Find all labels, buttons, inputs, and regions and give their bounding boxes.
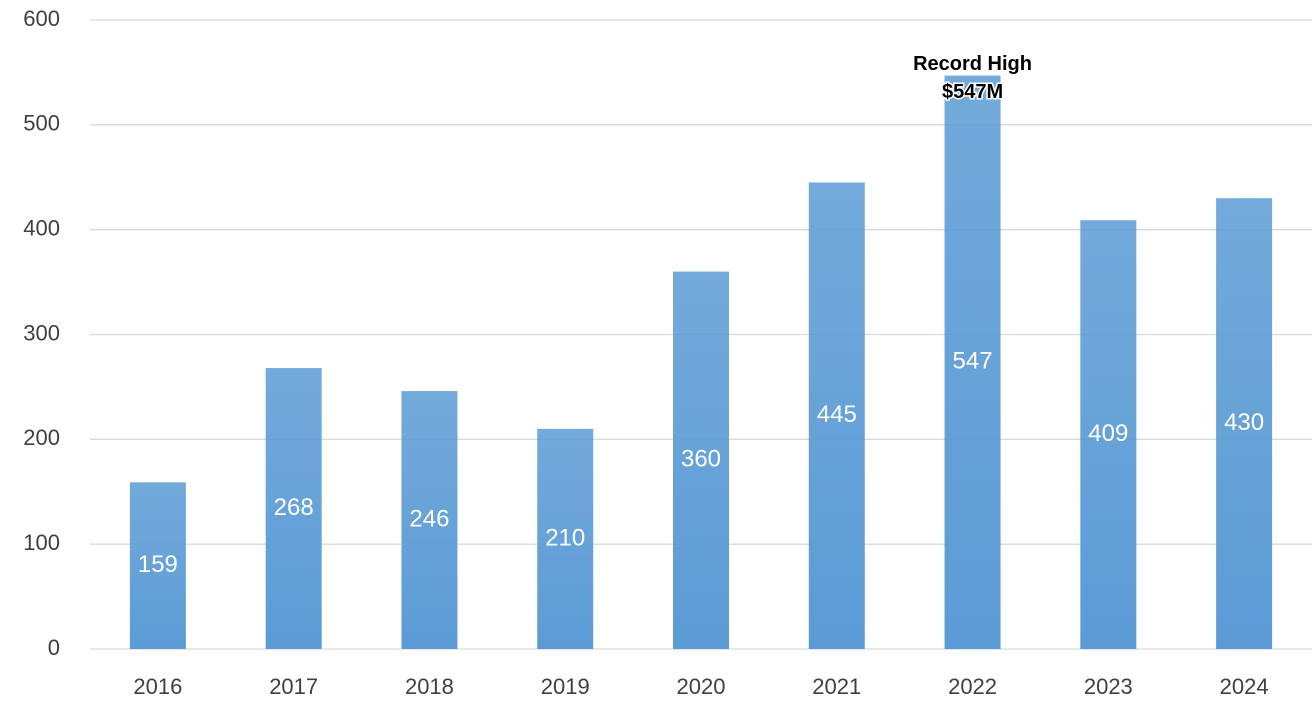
y-tick-label: 400 (23, 215, 60, 240)
y-tick-label: 0 (48, 635, 60, 660)
value-label: 409 (1088, 420, 1128, 447)
bar (537, 428, 594, 649)
value-label: 360 (681, 446, 721, 473)
bar (401, 391, 458, 649)
annotation: Record High (913, 53, 1032, 75)
bar (673, 271, 729, 649)
value-label: 430 (1224, 409, 1264, 436)
x-tick-label: 2016 (133, 674, 182, 699)
x-tick-label: 2017 (269, 674, 318, 699)
value-label: 268 (274, 494, 314, 521)
x-tick-label: 2023 (1084, 674, 1133, 699)
y-tick-label: 600 (23, 6, 60, 31)
y-tick-label: 500 (23, 111, 60, 136)
value-label: 159 (138, 551, 178, 578)
bar (808, 182, 865, 649)
value-label: 445 (817, 401, 857, 428)
y-tick-label: 300 (23, 320, 60, 345)
bar (944, 75, 1001, 650)
x-tick-label: 2020 (677, 674, 726, 699)
x-tick-label: 2022 (948, 674, 997, 699)
x-tick-label: 2019 (541, 674, 590, 699)
value-label: 547 (953, 348, 993, 375)
x-tick-label: 2024 (1220, 674, 1269, 699)
annotation: $547M (942, 81, 1003, 103)
x-tick-label: 2021 (812, 674, 861, 699)
bar (129, 482, 186, 649)
x-tick-label: 2018 (405, 674, 454, 699)
bar (1216, 198, 1273, 649)
y-tick-label: 100 (23, 530, 60, 555)
y-tick-label: 200 (23, 425, 60, 450)
bar (1080, 220, 1137, 649)
bar (265, 368, 322, 649)
value-label: 246 (409, 505, 449, 532)
value-label: 210 (545, 524, 585, 551)
